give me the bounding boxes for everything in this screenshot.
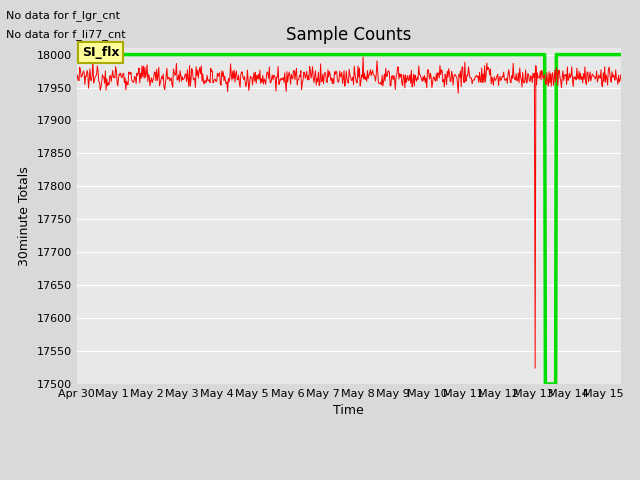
wmp_cnt [477, 80, 484, 85]
Title: Sample Counts: Sample Counts [286, 25, 412, 44]
li75_cnt [75, 52, 83, 58]
li75_cnt [305, 52, 313, 58]
li75_cnt [617, 52, 625, 58]
Line: wmp_cnt: wmp_cnt [77, 57, 621, 368]
Y-axis label: 30minute Totals: 30minute Totals [18, 166, 31, 266]
wmp_cnt [305, 77, 313, 83]
X-axis label: Time: Time [333, 405, 364, 418]
wmp_cnt [531, 365, 539, 371]
wmp_cnt [75, 78, 83, 84]
wmp_cnt [464, 73, 472, 79]
Line: li75_cnt: li75_cnt [77, 55, 621, 384]
wmp_cnt [149, 77, 157, 83]
li75_cnt [463, 52, 471, 58]
Text: No data for f_lgr_cnt: No data for f_lgr_cnt [6, 10, 120, 21]
li75_cnt [476, 52, 484, 58]
wmp_cnt [73, 76, 81, 82]
li75_cnt [326, 52, 333, 58]
Text: SI_flx: SI_flx [82, 46, 120, 59]
wmp_cnt [617, 72, 625, 78]
wmp_cnt [326, 69, 333, 74]
li75_cnt [149, 52, 157, 58]
li75_cnt [73, 52, 81, 58]
Text: No data for f_li77_cnt: No data for f_li77_cnt [6, 29, 126, 40]
li75_cnt [541, 381, 549, 387]
wmp_cnt [359, 54, 367, 60]
